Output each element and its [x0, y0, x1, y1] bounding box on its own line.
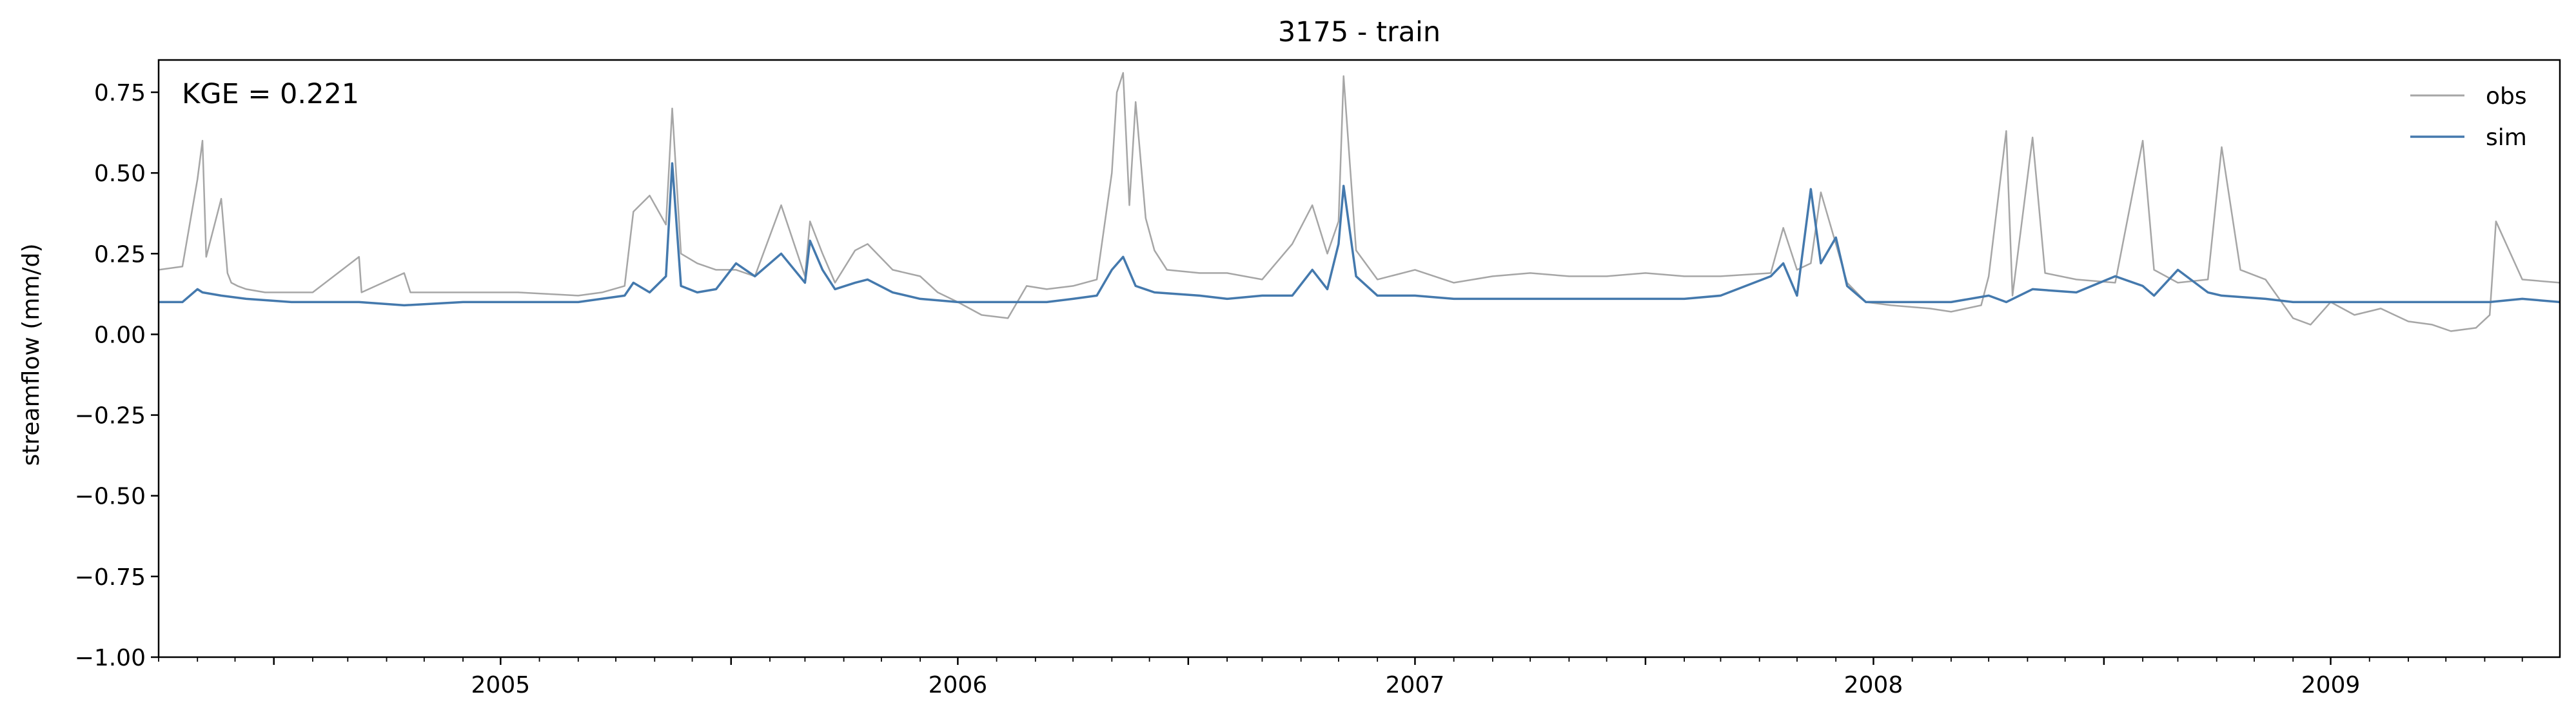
y-tick-label: −0.50 — [75, 484, 146, 510]
series-line-sim — [159, 162, 2561, 307]
y-axis-label: streamflow (mm/d) — [18, 244, 44, 466]
legend-label-sim: sim — [2486, 124, 2527, 151]
x-tick-label: 2009 — [2301, 672, 2361, 698]
x-tick-label: 2006 — [929, 672, 988, 698]
plot-frame — [157, 59, 2561, 658]
y-tick-label: 0.75 — [94, 80, 146, 106]
plot-area: −1.00 −0.75 −0.50 −0.25 0.00 0.25 0.50 0.75 200… — [75, 59, 2561, 698]
y-tick-label: 0.50 — [94, 161, 146, 187]
kge-annotation: KGE = 0.221 — [182, 78, 359, 110]
series-layer — [158, 72, 2561, 332]
x-axis-ticks: 2005 2006 2007 2008 2009 — [158, 657, 2523, 698]
x-tick-label: 2008 — [1844, 672, 1903, 698]
y-tick-label: −0.25 — [75, 403, 146, 430]
legend-label-obs: obs — [2486, 83, 2527, 110]
y-tick-label: −1.00 — [75, 645, 146, 671]
y-tick-label: 0.00 — [94, 322, 146, 348]
x-tick-label: 2007 — [1386, 672, 1445, 698]
series-line-obs — [158, 72, 2561, 332]
legend: obs sim — [2410, 83, 2527, 151]
chart-title: 3175 - train — [1278, 16, 1440, 48]
x-tick-label: 2005 — [471, 672, 531, 698]
y-tick-label: 0.25 — [94, 241, 146, 268]
y-tick-label: −0.75 — [75, 564, 146, 591]
y-axis-ticks: −1.00 −0.75 −0.50 −0.25 0.00 0.25 0.50 0.75 — [75, 80, 159, 671]
